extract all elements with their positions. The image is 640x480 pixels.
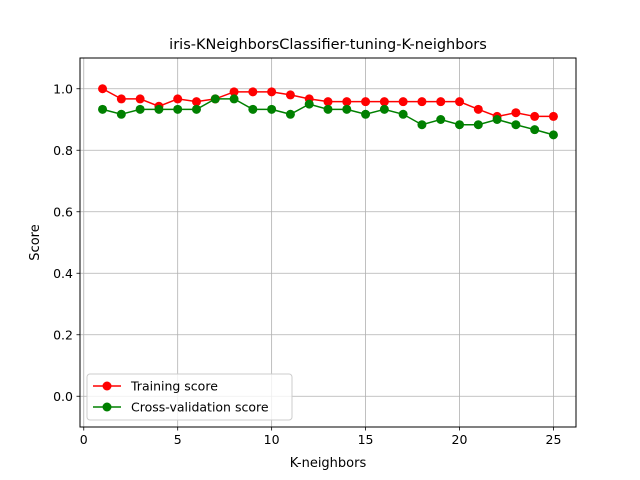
chart-title: iris-KNeighborsClassifier-tuning-K-neigh…	[169, 37, 487, 53]
data-point-training	[98, 84, 108, 94]
data-point-cross-validation	[511, 120, 521, 130]
data-point-cross-validation	[210, 94, 220, 104]
x-tick-label: 15	[358, 432, 374, 447]
data-point-cross-validation	[530, 125, 540, 135]
data-point-cross-validation	[323, 104, 333, 114]
legend-marker-training	[102, 381, 112, 391]
data-point-training	[473, 104, 483, 114]
data-point-cross-validation	[473, 120, 483, 130]
data-point-training	[530, 111, 540, 121]
x-tick-label: 10	[264, 432, 280, 447]
data-point-training	[116, 94, 126, 104]
y-tick-label: 1.0	[53, 81, 73, 96]
data-point-cross-validation	[98, 104, 108, 114]
x-tick-label: 5	[174, 432, 182, 447]
data-point-training	[398, 97, 408, 107]
data-point-cross-validation	[379, 104, 389, 114]
y-tick-label: 0.8	[53, 143, 73, 158]
x-tick-label: 0	[80, 432, 88, 447]
legend-box	[86, 373, 293, 421]
x-axis-label: K-neighbors	[290, 456, 367, 471]
data-point-training	[361, 97, 371, 107]
y-tick-label: 0.4	[53, 266, 73, 281]
x-tick-label: 20	[452, 432, 468, 447]
y-tick-label: 0.0	[53, 389, 73, 404]
data-point-training	[173, 94, 183, 104]
data-point-training	[436, 97, 446, 107]
data-point-training	[135, 94, 145, 104]
data-point-cross-validation	[436, 115, 446, 124]
legend-label-training: Training score	[130, 379, 218, 394]
data-point-training	[248, 87, 258, 97]
data-point-cross-validation	[455, 120, 465, 130]
data-point-training	[285, 90, 295, 100]
data-point-cross-validation	[304, 99, 314, 109]
data-point-cross-validation	[398, 109, 408, 119]
data-point-training	[191, 97, 201, 107]
data-point-training	[548, 111, 558, 121]
data-point-training	[511, 108, 521, 118]
series-layer	[98, 84, 558, 140]
data-point-cross-validation	[229, 94, 239, 104]
data-point-training	[417, 97, 427, 107]
y-axis-label: Score	[28, 224, 43, 260]
data-point-training	[379, 97, 389, 107]
data-point-cross-validation	[342, 104, 352, 114]
data-point-training	[455, 97, 465, 107]
data-point-cross-validation	[267, 104, 277, 114]
data-point-training	[229, 87, 239, 97]
data-point-training	[323, 97, 333, 107]
data-point-cross-validation	[548, 130, 558, 140]
legend-marker-cross-validation	[102, 402, 112, 412]
x-tick-label: 25	[546, 432, 562, 447]
data-point-training	[342, 97, 352, 107]
data-point-cross-validation	[248, 104, 258, 114]
data-point-cross-validation	[154, 104, 164, 114]
data-point-training	[267, 87, 277, 97]
axis-ticks: 0 5 10 15 20 25 0.0 0.2 0.4 0.6 0.8 1.0	[53, 81, 561, 447]
y-tick-label: 0.2	[53, 327, 73, 342]
legend-label-cross-validation: Cross-validation score	[131, 400, 269, 415]
data-point-cross-validation	[173, 104, 183, 114]
data-point-cross-validation	[417, 120, 427, 130]
data-point-cross-validation	[191, 104, 201, 114]
data-point-cross-validation	[492, 115, 502, 124]
data-point-cross-validation	[285, 109, 295, 119]
data-point-cross-validation	[361, 109, 371, 119]
legend: Training score Cross-validation score	[86, 373, 293, 421]
data-point-cross-validation	[116, 109, 126, 119]
y-tick-label: 0.6	[53, 204, 73, 219]
plot-frame	[79, 57, 577, 428]
data-point-cross-validation	[135, 104, 145, 114]
